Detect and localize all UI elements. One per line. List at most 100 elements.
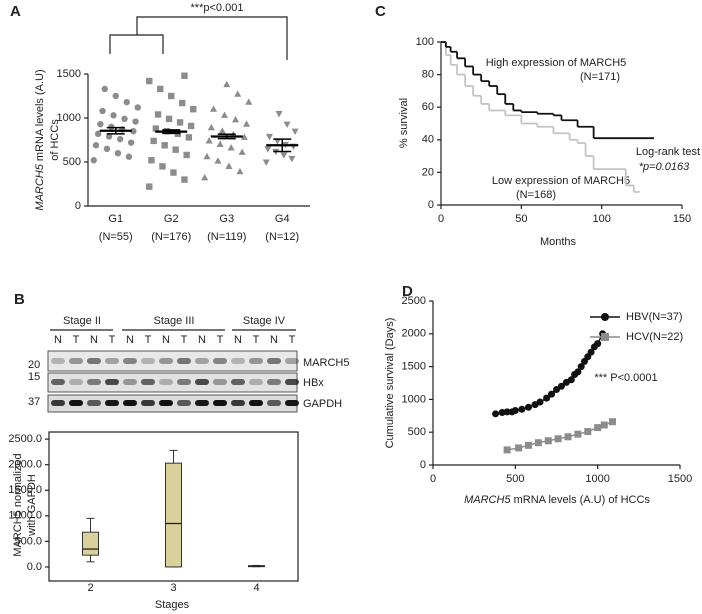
point [161,142,168,149]
point [185,134,193,141]
band [249,358,263,364]
panel-label: C [375,3,386,20]
x-tick-sublabel: (N=176) [151,231,191,243]
size-marker: 37 [28,396,40,408]
point [112,92,119,100]
lane-label: T [253,334,260,346]
band [213,400,227,406]
band [267,400,281,406]
point [515,444,523,452]
panel-label: B [14,291,25,308]
x-tick-label: G2 [164,213,179,225]
point [234,90,242,97]
band [177,379,191,385]
y-tick-label: 40 [422,134,434,146]
band [249,400,263,406]
x-tick-label: G1 [108,213,123,225]
point [218,127,226,134]
y-tick-label: 1000 [57,112,81,124]
band [87,400,101,406]
point [243,120,251,127]
lane-label: N [198,334,206,346]
error-bar [162,129,181,135]
y-tick-label: 500 [408,426,426,438]
point [205,137,213,144]
point [165,115,173,123]
y-tick-label: 1000.0 [8,510,42,522]
x-tick-label: 1500 [668,473,692,485]
lane-label: N [234,334,242,346]
point [203,152,211,160]
point [146,183,153,190]
lane-label: N [162,334,170,346]
point [101,85,108,93]
point [518,405,526,413]
band [285,379,299,385]
point [187,122,195,130]
y-tick-label: 0 [75,200,81,212]
band [123,379,137,385]
x-axis-label: Months [540,236,577,248]
band [87,358,101,364]
point [232,115,240,123]
point [587,348,595,356]
x-tick-sublabel: (N=12) [265,231,299,243]
point [548,390,556,398]
band [69,379,83,385]
band [159,400,173,406]
x-tick-label: 4 [253,582,259,594]
band [69,358,83,364]
box [165,462,182,568]
lane-label: T [181,334,188,346]
point [92,142,100,149]
y-tick-label: 1500 [57,68,81,80]
point [97,120,104,128]
annotation: (N=168) [516,189,556,201]
annotation: *p=0.0163 [639,161,690,173]
size-marker: 20 [28,359,40,371]
x-tick-label: 3 [170,582,176,594]
point [543,394,551,402]
point [262,159,270,166]
point [170,169,177,176]
point [557,382,565,390]
y-axis-label: with GAPDH [26,474,38,537]
x-tick-label: 50 [515,213,527,225]
point [492,410,500,418]
band [285,358,299,364]
annotation: *** P<0.0001 [594,372,657,384]
lane-label: N [54,334,62,346]
annotation: Low expression of MARCH5 [492,175,630,187]
band [267,358,281,364]
band [159,379,173,385]
point [148,157,155,164]
y-tick-label: 100 [416,36,434,48]
significance-bracket [109,16,288,60]
y-tick-label: 80 [422,69,434,81]
x-axis-label-part: mRNA levels (A.U) of HCCs [514,494,651,506]
band [105,358,119,364]
band [267,379,281,385]
blot-strip [47,350,298,372]
panel-label: D [402,283,413,300]
stage-label: Stage II [63,315,101,327]
point [207,123,215,131]
band [249,379,263,385]
point [584,428,592,436]
y-tick-label: 2000.0 [8,459,42,471]
point [130,128,137,135]
point [525,441,533,449]
y-tick-label: 1500.0 [8,484,42,496]
x-tick-label: 2 [87,582,93,594]
point [564,433,572,441]
point [503,446,511,454]
point [168,92,175,100]
point [503,408,511,416]
error-bar [273,138,292,153]
point [172,146,179,153]
point [116,135,124,143]
point [275,111,283,118]
panel-label: A [10,3,21,20]
lane-label: N [90,334,98,346]
y-axis-label: MARCH5 normalized [12,453,24,556]
